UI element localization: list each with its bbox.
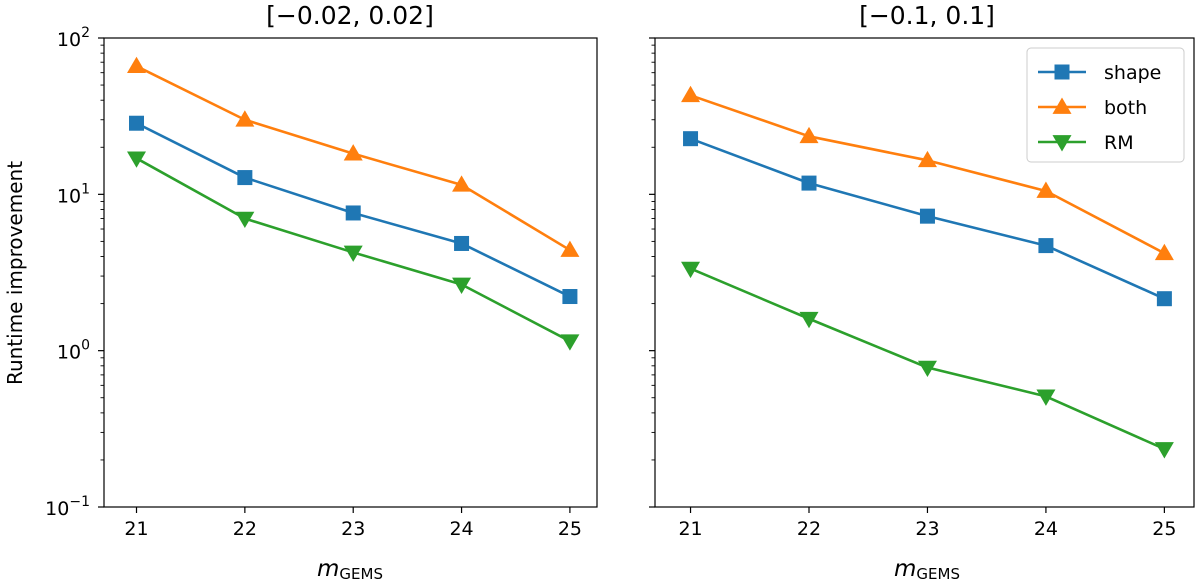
panel-right: [−0.1, 0.1] 21 22 23 24 25 mGEMS — [649, 1, 1195, 581]
point-shape — [683, 131, 699, 147]
point-shape — [129, 115, 145, 131]
point-both — [235, 110, 255, 127]
y-tick-label: 101 — [57, 181, 90, 207]
x-tick-label: 22 — [233, 518, 257, 540]
x-tick-label: 21 — [124, 518, 148, 540]
panel-left-title: [−0.02, 0.02] — [266, 1, 434, 30]
panel-right-series-layer — [681, 85, 1174, 459]
point-both — [917, 150, 937, 168]
legend-label-shape: shape — [1104, 62, 1161, 84]
y-tick-exponent: 2 — [81, 25, 90, 41]
legend-items: shape both RM — [1038, 62, 1161, 154]
y-tick-exponent: 0 — [81, 338, 90, 354]
point-RM — [343, 245, 363, 262]
x-tick-label: 23 — [915, 518, 939, 540]
x-tick-label: 24 — [1034, 518, 1058, 540]
point-both — [1154, 243, 1174, 261]
y-tick-base: 10 — [57, 185, 81, 207]
x-label-main: m — [894, 556, 916, 581]
y-tick-label: 100 — [57, 338, 90, 364]
point-shape — [562, 289, 578, 305]
point-RM — [799, 311, 819, 329]
point-shape — [345, 205, 361, 221]
legend-marker-shape — [1054, 64, 1070, 80]
y-tick-base: 10 — [57, 29, 81, 51]
y-tick-label: 10−1 — [45, 494, 90, 520]
y-tick-exponent: 1 — [81, 181, 90, 197]
series-line-RM — [690, 267, 1165, 451]
x-tick-label: 25 — [558, 518, 582, 540]
y-axis-label: Runtime improvement — [3, 161, 27, 385]
point-RM — [452, 277, 472, 294]
x-tick-label: 23 — [341, 518, 365, 540]
point-RM — [560, 334, 580, 351]
point-RM — [681, 261, 701, 279]
point-both — [452, 175, 472, 192]
x-tick-label: 22 — [797, 518, 821, 540]
legend: shape both RM — [1026, 47, 1185, 163]
point-both — [343, 144, 363, 161]
point-both — [681, 85, 701, 103]
point-shape — [1156, 291, 1172, 307]
point-both — [799, 126, 819, 144]
point-both — [560, 240, 580, 257]
y-tick-base: 10 — [57, 342, 81, 364]
point-both — [1036, 181, 1056, 198]
y-tick-base: 10 — [45, 498, 69, 520]
point-shape — [237, 170, 253, 186]
panel-right-frame — [654, 37, 1195, 508]
point-shape — [454, 235, 470, 251]
point-RM — [917, 360, 937, 378]
point-both — [127, 56, 147, 74]
point-RM — [1154, 442, 1174, 459]
panel-left-frame — [103, 37, 598, 508]
panel-right-x-axis-label: mGEMS — [894, 556, 960, 581]
panel-left-x-axis-label: mGEMS — [317, 556, 383, 581]
y-tick-exponent: −1 — [69, 494, 90, 510]
panel-right-grid-layer: 21 22 23 24 25 — [649, 37, 1176, 540]
x-tick-label: 21 — [678, 518, 702, 540]
x-tick-label: 25 — [1152, 518, 1176, 540]
legend-marker-both — [1052, 97, 1072, 114]
legend-label-both: both — [1104, 97, 1147, 119]
point-shape — [919, 208, 935, 224]
point-RM — [235, 211, 255, 229]
point-RM — [127, 151, 147, 168]
legend-marker-RM — [1052, 135, 1072, 152]
point-shape — [801, 175, 817, 191]
point-shape — [1038, 238, 1054, 254]
x-label-sub: GEMS — [339, 565, 383, 581]
x-tick-label: 24 — [449, 518, 473, 540]
x-label-main: m — [317, 556, 339, 581]
y-tick-label: 102 — [57, 25, 90, 51]
legend-label-RM: RM — [1104, 132, 1134, 154]
point-RM — [1036, 389, 1056, 406]
panel-left-series-layer — [127, 56, 580, 351]
panel-right-title: [−0.1, 0.1] — [859, 1, 995, 30]
x-label-sub: GEMS — [916, 565, 960, 581]
